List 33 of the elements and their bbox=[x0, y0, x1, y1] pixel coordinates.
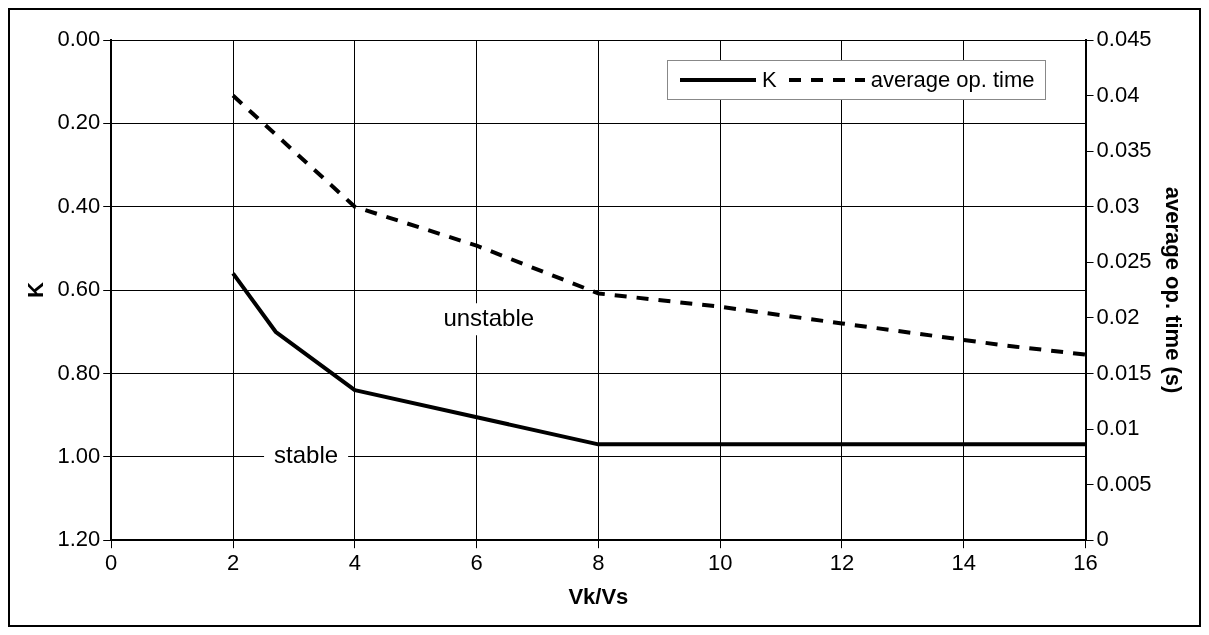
y2-tick-label: 0 bbox=[1096, 526, 1109, 552]
x-tick-label: 16 bbox=[1073, 550, 1098, 576]
y-tick-label: 0.80 bbox=[57, 359, 101, 385]
y2-tick-label: 0.015 bbox=[1096, 359, 1152, 385]
y-tick-label: 1.20 bbox=[57, 526, 101, 552]
x-tick-label: 12 bbox=[829, 550, 855, 576]
x-tick-label: 8 bbox=[592, 550, 605, 576]
y2-tick-label: 0.02 bbox=[1096, 303, 1140, 329]
y-axis-title: K bbox=[23, 282, 49, 299]
y2-tick-label: 0.03 bbox=[1096, 192, 1140, 218]
y-tick-label: 1.00 bbox=[57, 442, 101, 468]
x-tick-label: 2 bbox=[226, 550, 240, 576]
x-tick-label: 6 bbox=[470, 550, 483, 576]
y2-tick-label: 0.01 bbox=[1096, 415, 1140, 441]
x-axis-title: Vk/Vs bbox=[568, 583, 629, 609]
y-tick-label: 0.00 bbox=[57, 26, 101, 52]
annotation: stable bbox=[274, 441, 339, 469]
x-tick-label: 0 bbox=[105, 550, 118, 576]
y-tick-label: 0.40 bbox=[57, 192, 101, 218]
x-tick-label: 14 bbox=[951, 550, 976, 576]
x-tick-label: 10 bbox=[707, 550, 733, 576]
x-tick-label: 4 bbox=[348, 550, 361, 576]
legend-label: K bbox=[761, 67, 777, 93]
y-tick-label: 0.60 bbox=[57, 276, 101, 302]
annotation: unstable bbox=[443, 303, 535, 331]
y2-axis-title: average op. time (s) bbox=[1160, 186, 1186, 394]
legend-label: average op. time bbox=[870, 67, 1035, 93]
y2-tick-label: 0.025 bbox=[1096, 248, 1152, 274]
y2-tick-label: 0.005 bbox=[1096, 470, 1152, 496]
y2-tick-label: 0.035 bbox=[1096, 137, 1152, 163]
y-tick-label: 0.20 bbox=[57, 109, 101, 135]
y2-tick-label: 0.045 bbox=[1096, 26, 1152, 52]
y2-tick-label: 0.04 bbox=[1096, 81, 1140, 107]
